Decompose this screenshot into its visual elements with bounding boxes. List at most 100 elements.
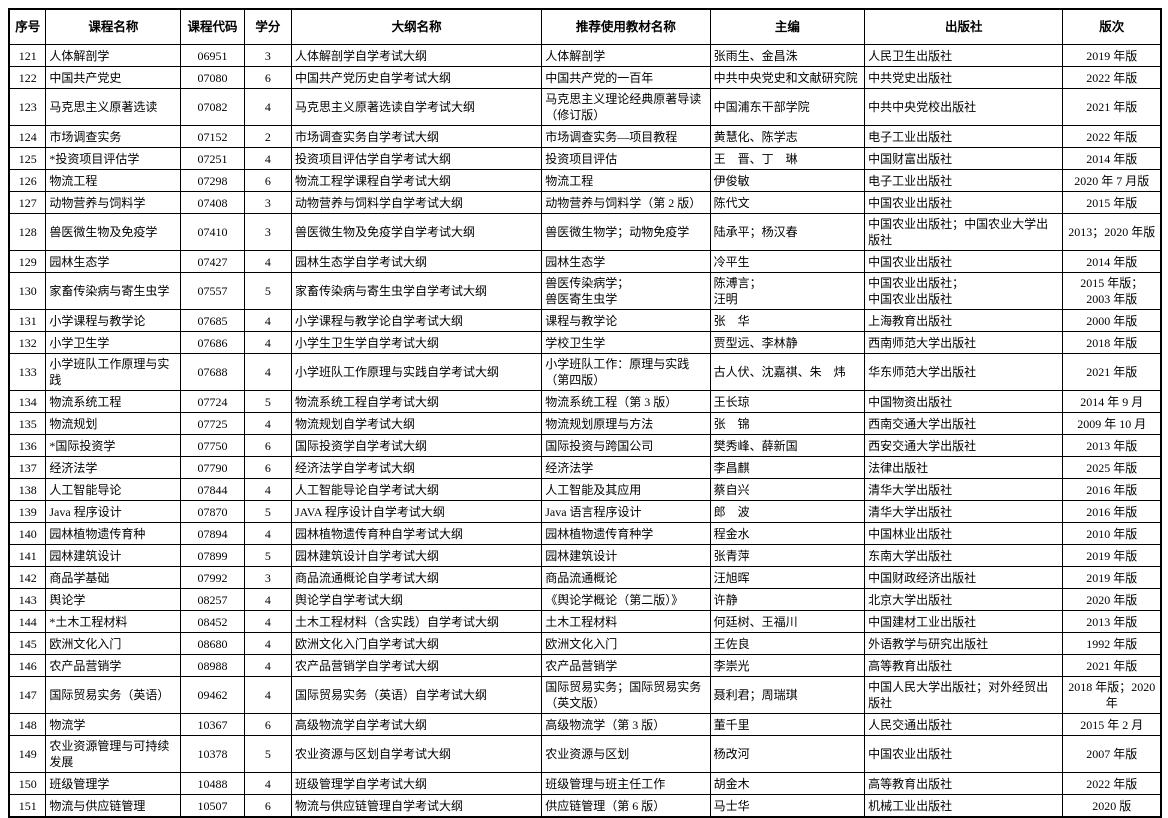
cell-outline-name: 中国共产党历史自学考试大纲 xyxy=(290,66,543,89)
cell-credits: 4 xyxy=(243,309,293,332)
cell-credits: 6 xyxy=(243,456,293,479)
cell-textbook-name: 兽医传染病学； 兽医寄生虫学 xyxy=(541,272,711,310)
cell-course-code: 07686 xyxy=(180,331,245,354)
cell-publisher: 中国农业出版社；中国农业大学出版社 xyxy=(864,213,1064,251)
cell-textbook-name: 农产品营销学 xyxy=(541,654,711,677)
cell-credits: 6 xyxy=(243,66,293,89)
cell-outline-name: 商品流通概论自学考试大纲 xyxy=(290,566,543,589)
cell-textbook-name: 园林植物遗传育种学 xyxy=(541,522,711,545)
cell-edition: 2020 年版 xyxy=(1062,588,1162,611)
cell-outline-name: JAVA 程序设计自学考试大纲 xyxy=(290,500,543,523)
cell-course-code: 07725 xyxy=(180,412,245,435)
cell-course-name: 中国共产党史 xyxy=(45,66,182,89)
cell-course-name: 园林植物遗传育种 xyxy=(45,522,182,545)
cell-chief-editor: 古人伏、沈嘉祺、朱 炜 xyxy=(709,353,866,391)
cell-edition: 2022 年版 xyxy=(1062,125,1162,148)
cell-chief-editor: 杨改河 xyxy=(709,735,866,773)
cell-seq: 143 xyxy=(8,588,47,611)
cell-edition: 2015 年版 xyxy=(1062,191,1162,214)
cell-outline-name: 家畜传染病与寄生虫学自学考试大纲 xyxy=(290,272,543,310)
cell-textbook-name: 国际投资与跨国公司 xyxy=(541,434,711,457)
cell-publisher: 中国农业出版社 xyxy=(864,735,1064,773)
cell-textbook-name: 市场调查实务—项目教程 xyxy=(541,125,711,148)
cell-chief-editor: 张 锦 xyxy=(709,412,866,435)
cell-textbook-name: 供应链管理（第 6 版） xyxy=(541,794,711,818)
cell-outline-name: 市场调查实务自学考试大纲 xyxy=(290,125,543,148)
cell-course-code: 07082 xyxy=(180,88,245,126)
cell-chief-editor: 中共中央党史和文献研究院 xyxy=(709,66,866,89)
table-row: 137 经济法学 07790 6 经济法学自学考试大纲 经济法学 李昌麒 法律出版社 2025 … xyxy=(8,456,1162,479)
table-row: 132 小学卫生学 07686 4 小学生卫生学自学考试大纲 学校卫生学 贾型远、李林静 西南… xyxy=(8,331,1162,354)
cell-course-name: 商品学基础 xyxy=(45,566,182,589)
cell-chief-editor: 李昌麒 xyxy=(709,456,866,479)
cell-textbook-name: Java 语言程序设计 xyxy=(541,500,711,523)
table-row: 134 物流系统工程 07724 5 物流系统工程自学考试大纲 物流系统工程（第 3 版）… xyxy=(8,390,1162,413)
cell-course-code: 07899 xyxy=(180,544,245,567)
cell-course-name: 农业资源管理与可持续发展 xyxy=(45,735,182,773)
cell-edition: 2022 年版 xyxy=(1062,772,1162,795)
cell-course-code: 07894 xyxy=(180,522,245,545)
cell-publisher: 电子工业出版社 xyxy=(864,169,1064,192)
cell-publisher: 人民卫生出版社 xyxy=(864,44,1064,67)
cell-outline-name: 国际投资学自学考试大纲 xyxy=(290,434,543,457)
cell-credits: 4 xyxy=(243,632,293,655)
cell-edition: 2013 年版 xyxy=(1062,610,1162,633)
table-row: 142 商品学基础 07992 3 商品流通概论自学考试大纲 商品流通概论 汪旭晖 中国财政经… xyxy=(8,566,1162,589)
cell-chief-editor: 樊秀峰、薛新国 xyxy=(709,434,866,457)
cell-textbook-name: 商品流通概论 xyxy=(541,566,711,589)
column-header-course-code: 课程代码 xyxy=(180,8,245,45)
cell-publisher: 中国财富出版社 xyxy=(864,147,1064,170)
column-header-chief-editor: 主编 xyxy=(709,8,866,45)
cell-chief-editor: 黄慧化、陈学志 xyxy=(709,125,866,148)
cell-publisher: 外语教学与研究出版社 xyxy=(864,632,1064,655)
cell-outline-name: 小学班队工作原理与实践自学考试大纲 xyxy=(290,353,543,391)
cell-credits: 4 xyxy=(243,522,293,545)
cell-course-code: 09462 xyxy=(180,676,245,714)
cell-course-code: 07080 xyxy=(180,66,245,89)
cell-edition: 2021 年版 xyxy=(1062,88,1162,126)
cell-edition: 1992 年版 xyxy=(1062,632,1162,655)
cell-outline-name: 国际贸易实务（英语）自学考试大纲 xyxy=(290,676,543,714)
table-row: 149 农业资源管理与可持续发展 10378 5 农业资源与区划自学考试大纲 农业资源与区… xyxy=(8,735,1162,773)
cell-outline-name: 农业资源与区划自学考试大纲 xyxy=(290,735,543,773)
cell-course-code: 10507 xyxy=(180,794,245,818)
cell-outline-name: 动物营养与饲料学自学考试大纲 xyxy=(290,191,543,214)
course-table: 序号 课程名称 课程代码 学分 大纲名称 推荐使用教材名称 主编 出版社 版次 121 人体解剖学… xyxy=(8,8,1162,818)
table-row: 141 园林建筑设计 07899 5 园林建筑设计自学考试大纲 园林建筑设计 张青萍 东南大学… xyxy=(8,544,1162,567)
table-row: 125 *投资项目评估学 07251 4 投资项目评估学自学考试大纲 投资项目评估王 晋、… xyxy=(8,147,1162,170)
cell-seq: 130 xyxy=(8,272,47,310)
cell-credits: 4 xyxy=(243,412,293,435)
cell-course-code: 07688 xyxy=(180,353,245,391)
cell-course-name: 欧洲文化入门 xyxy=(45,632,182,655)
cell-edition: 2016 年版 xyxy=(1062,478,1162,501)
cell-chief-editor: 王长琼 xyxy=(709,390,866,413)
cell-course-code: 08988 xyxy=(180,654,245,677)
column-header-seq: 序号 xyxy=(8,8,47,45)
cell-chief-editor: 程金水 xyxy=(709,522,866,545)
cell-course-code: 07992 xyxy=(180,566,245,589)
cell-seq: 134 xyxy=(8,390,47,413)
cell-textbook-name: 土木工程材料 xyxy=(541,610,711,633)
cell-credits: 4 xyxy=(243,676,293,714)
cell-seq: 147 xyxy=(8,676,47,714)
cell-chief-editor: 聂利君；周瑞琪 xyxy=(709,676,866,714)
table-row: 124 市场调查实务 07152 2 市场调查实务自学考试大纲 市场调查实务—项目教程 黄慧… xyxy=(8,125,1162,148)
cell-course-name: 园林建筑设计 xyxy=(45,544,182,567)
cell-outline-name: 经济法学自学考试大纲 xyxy=(290,456,543,479)
cell-edition: 2019 年版 xyxy=(1062,44,1162,67)
cell-publisher: 中国农业出版社 xyxy=(864,250,1064,273)
cell-seq: 145 xyxy=(8,632,47,655)
column-header-course-name: 课程名称 xyxy=(45,8,182,45)
cell-chief-editor: 陆承平；杨汉春 xyxy=(709,213,866,251)
cell-credits: 3 xyxy=(243,44,293,67)
cell-publisher: 清华大学出版社 xyxy=(864,478,1064,501)
cell-course-name: 物流与供应链管理 xyxy=(45,794,182,818)
cell-edition: 2016 年版 xyxy=(1062,500,1162,523)
cell-credits: 4 xyxy=(243,654,293,677)
cell-outline-name: 投资项目评估学自学考试大纲 xyxy=(290,147,543,170)
cell-course-name: 小学卫生学 xyxy=(45,331,182,354)
cell-seq: 131 xyxy=(8,309,47,332)
cell-publisher: 中国物资出版社 xyxy=(864,390,1064,413)
cell-credits: 6 xyxy=(243,169,293,192)
cell-edition: 2009 年 10 月 xyxy=(1062,412,1162,435)
